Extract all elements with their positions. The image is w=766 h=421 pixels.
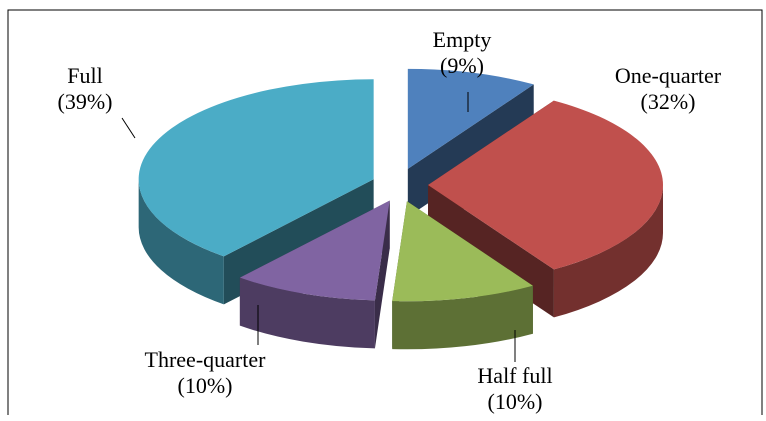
slice-wall [392, 285, 533, 350]
value-label: (32%) [641, 89, 696, 114]
category-label: Half full [477, 363, 552, 388]
value-label: (9%) [440, 53, 484, 78]
pie [138, 68, 663, 350]
category-label: Full [67, 63, 102, 88]
slice [138, 79, 374, 257]
slice [407, 68, 534, 169]
category-label: Empty [433, 27, 492, 52]
slice-wall [239, 277, 375, 349]
slice-wall [138, 179, 224, 305]
slice [239, 200, 390, 301]
category-label: Three-quarter [145, 347, 267, 372]
frame [7, 9, 763, 415]
slice-wall [553, 185, 663, 318]
category-label: One-quarter [615, 63, 722, 88]
value-label: (10%) [488, 389, 543, 414]
leader-line [121, 117, 136, 139]
labels: Empty(9%) One-quarter(32%)Half full(10%)T… [58, 27, 722, 414]
value-label: (10%) [178, 373, 233, 398]
slice [428, 100, 663, 270]
value-label: (39%) [58, 89, 113, 114]
slice [392, 201, 533, 302]
